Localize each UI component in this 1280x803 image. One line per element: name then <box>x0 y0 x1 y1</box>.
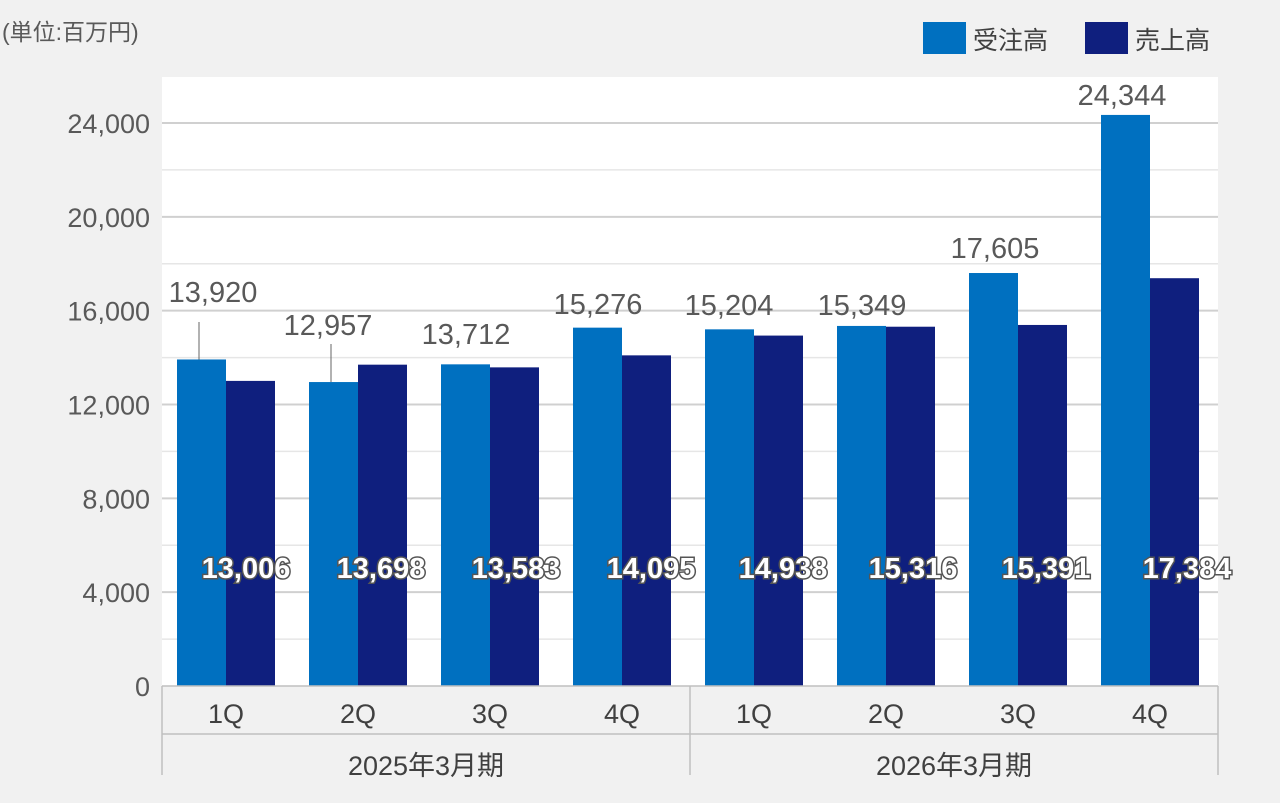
sales-value-label: 15,391 <box>1002 553 1091 585</box>
y-tick-label: 4,000 <box>82 578 150 608</box>
order-bar <box>573 327 622 686</box>
order-bar <box>441 364 490 686</box>
order-bar <box>309 382 358 686</box>
order-value-label: 15,349 <box>818 290 907 322</box>
x-category-label: 1Q <box>208 699 244 729</box>
sales-bar <box>490 367 539 686</box>
x-category-label: 4Q <box>1132 699 1168 729</box>
y-tick-label: 8,000 <box>82 484 150 514</box>
order-value-label: 17,605 <box>951 233 1040 265</box>
x-category-label: 4Q <box>604 699 640 729</box>
bars <box>177 114 1199 686</box>
sales-bar <box>1018 324 1067 686</box>
sales-value-label: 13,006 <box>202 553 291 585</box>
x-group-label: 2025年3月期 <box>348 751 504 781</box>
order-value-label: 24,344 <box>1078 80 1167 112</box>
x-category-label: 3Q <box>472 699 508 729</box>
y-axis: 0 4,000 8,000 12,000 16,000 20,000 24,000 <box>67 109 150 702</box>
sales-bar <box>754 335 803 686</box>
sales-bar <box>226 380 275 686</box>
order-value-label: 13,920 <box>169 277 258 309</box>
x-category-label: 1Q <box>736 699 772 729</box>
y-tick-label: 12,000 <box>67 391 150 421</box>
y-tick-label: 20,000 <box>67 203 150 233</box>
y-tick-label: 24,000 <box>67 109 150 139</box>
sales-bar <box>886 326 935 686</box>
unit-label: (単位:百万円) <box>2 19 139 45</box>
x-axis: 2025年3月期 2026年3月期 1Q 2Q 3Q 4Q 1Q 2Q 3Q 4Q <box>161 685 1219 781</box>
order-bar <box>177 359 226 686</box>
order-value-label: 15,276 <box>554 289 643 321</box>
order-bar <box>837 325 886 686</box>
sales-value-label: 13,698 <box>337 553 426 585</box>
sales-bar <box>622 355 671 686</box>
order-value-label: 13,712 <box>422 319 511 351</box>
order-value-label: 15,204 <box>685 290 774 322</box>
sales-value-label: 13,583 <box>472 553 561 585</box>
x-category-label: 3Q <box>1000 699 1036 729</box>
legend-label: 受注高 <box>973 27 1048 55</box>
order-bar <box>969 273 1018 686</box>
y-tick-label: 16,000 <box>67 297 150 327</box>
sales-value-label: 14,938 <box>739 553 828 585</box>
legend-swatch <box>923 22 966 54</box>
x-category-label: 2Q <box>868 699 904 729</box>
sales-bar <box>358 364 407 686</box>
order-value-label: 12,957 <box>284 310 373 342</box>
x-group-label: 2026年3月期 <box>876 751 1032 781</box>
sales-value-label: 14,095 <box>607 553 696 585</box>
legend-label: 売上高 <box>1135 27 1210 55</box>
y-tick-label: 0 <box>135 672 150 702</box>
x-category-label: 2Q <box>340 699 376 729</box>
sales-value-labels: 13,006 13,698 13,583 14,095 14,938 15,316 15,3… <box>200 552 1233 587</box>
legend-swatch <box>1085 22 1128 54</box>
sales-value-label: 15,316 <box>869 553 958 585</box>
sales-value-label: 17,384 <box>1143 553 1232 585</box>
sales-bar <box>1150 278 1199 686</box>
order-bar <box>1101 114 1150 686</box>
order-bar <box>705 329 754 686</box>
legend: 受注高 売上高 <box>923 22 1210 55</box>
order-value-labels: 13,920 12,957 13,712 15,276 15,204 15,349 17,6… <box>169 80 1167 383</box>
